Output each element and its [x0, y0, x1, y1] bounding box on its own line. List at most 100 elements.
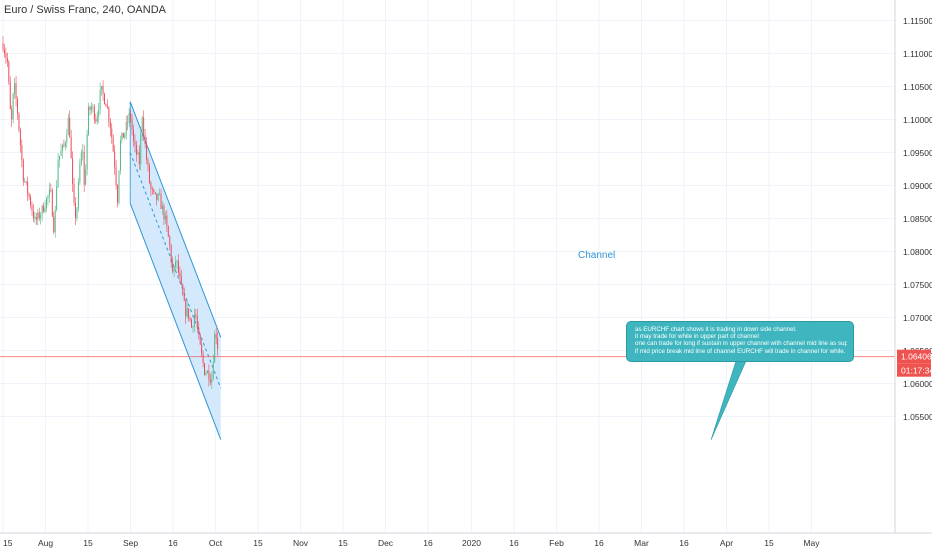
candle-body — [140, 134, 142, 165]
candle-body — [150, 182, 152, 190]
candle-body — [88, 106, 90, 135]
candle-body — [22, 160, 24, 182]
candle-body — [59, 155, 61, 161]
candle-body — [66, 135, 68, 143]
candle-body — [2, 43, 4, 50]
candle-body — [6, 58, 8, 62]
candle-body — [109, 121, 111, 129]
candle-body — [46, 198, 47, 209]
candle-body — [163, 205, 165, 220]
candle-body — [72, 158, 74, 185]
candle-body — [111, 128, 113, 138]
candle-body — [188, 308, 190, 318]
candle-body — [180, 276, 182, 285]
x-tick-label: Aug — [38, 538, 53, 548]
x-tick-label: 15 — [83, 538, 93, 548]
candle-body — [209, 379, 211, 383]
x-tick-label: Sep — [123, 538, 138, 548]
candle-body — [40, 215, 42, 219]
candle-body — [12, 93, 14, 120]
candle-body — [159, 193, 161, 195]
candle-body — [28, 193, 30, 197]
x-tick-label: May — [803, 538, 820, 548]
candle-body — [5, 53, 7, 59]
candle-body — [176, 260, 178, 262]
y-tick-label: 1.09500 — [903, 148, 932, 158]
x-tick-label: 15 — [338, 538, 348, 548]
candle-body — [60, 151, 62, 156]
candle-body — [135, 144, 137, 155]
candle-body — [15, 83, 17, 100]
x-tick-label: 15 — [3, 538, 13, 548]
x-tick-label: Feb — [549, 538, 564, 548]
candle-body — [179, 272, 181, 277]
candle-body — [64, 142, 66, 146]
candle-body — [215, 334, 217, 339]
x-tick-label: 2020 — [462, 538, 481, 548]
y-tick-label: 1.10500 — [903, 82, 932, 92]
candle-body — [172, 262, 174, 272]
chart-title: Euro / Swiss Franc, 240, OANDA — [4, 4, 166, 16]
candle-body — [92, 106, 94, 108]
candle-body — [185, 300, 187, 317]
candle-body — [77, 182, 79, 209]
candle-body — [186, 308, 188, 317]
note-line-2: it may trade for while in upper part of … — [635, 333, 759, 341]
candle-body — [124, 133, 126, 138]
candle-body — [112, 137, 114, 152]
note-line-3: one can trade for long if sustain in upp… — [635, 340, 847, 348]
x-tick-label: 16 — [679, 538, 689, 548]
candle-body — [54, 209, 56, 233]
candle-body — [196, 316, 198, 327]
candle-body — [191, 319, 192, 328]
candle-body — [143, 117, 145, 135]
candle-body — [195, 314, 197, 317]
candle-body — [11, 109, 13, 120]
candle-body — [70, 136, 72, 159]
x-tick-label: Mar — [634, 538, 649, 548]
candle-body — [182, 284, 184, 296]
note-pointer — [710, 360, 747, 441]
candle-body — [69, 117, 71, 137]
y-tick-label: 1.06000 — [903, 379, 932, 389]
candle-body — [121, 132, 123, 141]
x-tick-label: Apr — [720, 538, 733, 548]
note-line-4: if mid price break mid line of channel E… — [635, 347, 846, 355]
candle-body — [50, 189, 52, 191]
candle-body — [141, 117, 143, 135]
candle-body — [117, 185, 119, 203]
candle-body — [86, 134, 88, 170]
candle-body — [25, 181, 27, 183]
candle-body — [106, 106, 108, 108]
candle-body — [148, 165, 150, 183]
candle-body — [47, 195, 49, 199]
candle-body — [211, 378, 213, 383]
y-tick-label: 1.09000 — [903, 181, 932, 191]
candle-body — [175, 261, 177, 267]
note-line-1: as EURCHF chart shows it is trading in d… — [635, 326, 797, 333]
candle-body — [138, 152, 140, 165]
y-tick-label: 1.11000 — [903, 49, 932, 59]
candle-body — [8, 61, 10, 82]
x-tick-label: 16 — [509, 538, 519, 548]
candle-body — [3, 49, 5, 54]
candle-body — [102, 86, 104, 94]
candle-body — [57, 160, 59, 188]
countdown-badge — [897, 363, 931, 377]
x-tick-label: 16 — [423, 538, 433, 548]
candle-body — [38, 212, 40, 219]
candle-body — [151, 189, 153, 190]
candle-body — [14, 83, 16, 94]
candle-body — [19, 129, 21, 146]
candle-body — [99, 89, 101, 110]
candle-body — [41, 205, 43, 216]
x-tick-label: Dec — [378, 538, 394, 548]
candle-body — [96, 116, 98, 122]
candle-body — [104, 93, 105, 104]
candle-body — [212, 362, 214, 379]
annotation-note[interactable]: as EURCHF chart shows it is trading in d… — [626, 321, 854, 362]
candle-body — [48, 189, 50, 196]
countdown-value: 01:17:34 — [901, 366, 932, 376]
